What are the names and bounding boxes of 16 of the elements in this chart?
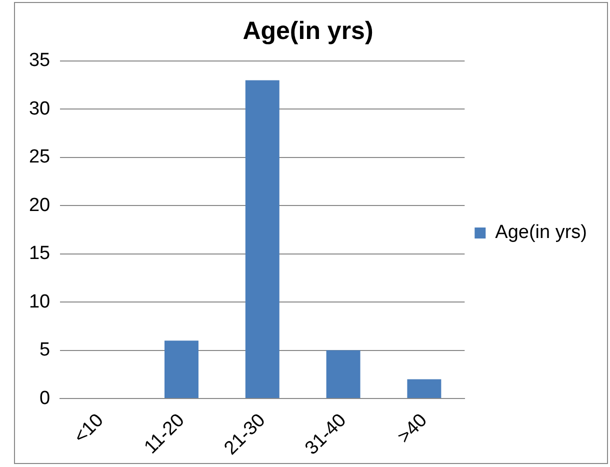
y-tick-label: 10 [28,291,50,312]
y-tick-label: 0 [40,388,50,409]
y-tick-label: 30 [28,98,50,120]
bar [164,340,198,398]
y-tick-label: 20 [28,194,50,216]
y-tick-label: 5 [40,340,50,361]
x-tick-label: >40 [394,410,432,448]
y-tick-label: 25 [28,146,50,168]
bar [245,80,280,398]
x-tick-label: <10 [70,410,108,448]
y-tick-label: 15 [28,243,50,264]
y-tick-label: 35 [28,50,50,72]
bar [326,350,360,398]
legend-label: Age(in yrs) [495,222,588,244]
chart-title: Age(in yrs) [242,16,374,45]
bar [407,379,442,398]
